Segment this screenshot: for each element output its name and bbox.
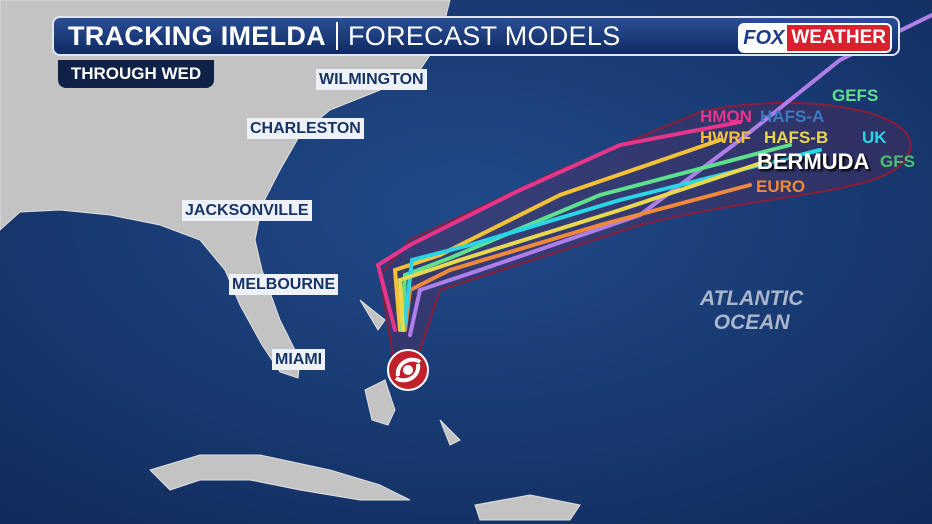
label-gefs: GEFS bbox=[832, 86, 879, 105]
ocean-label: ATLANTIC OCEAN bbox=[700, 287, 804, 334]
label-hafs-a: HAFS-A bbox=[760, 107, 825, 126]
label-uk: UK bbox=[862, 128, 887, 147]
label-bermuda: BERMUDA bbox=[757, 149, 870, 174]
subtitle: FORECAST MODELS bbox=[347, 20, 621, 51]
track-uk bbox=[402, 148, 822, 332]
title: TRACKING IMELDA bbox=[68, 20, 326, 51]
city-wilmington: WILMINGTON bbox=[316, 69, 427, 90]
label-hwrf: HWRF bbox=[700, 128, 751, 147]
label-hmon: HMON bbox=[700, 107, 752, 126]
city-jacksonville: JACKSONVILLE bbox=[182, 200, 312, 221]
city-melbourne: MELBOURNE bbox=[229, 274, 339, 295]
label-hafs-b: HAFS-B bbox=[764, 128, 829, 147]
track-hwrf bbox=[392, 138, 722, 332]
label-euro: EURO bbox=[756, 177, 806, 196]
track-gefs bbox=[400, 143, 792, 332]
model-tracks bbox=[375, 13, 932, 337]
hispaniola bbox=[474, 494, 581, 521]
storm-icon bbox=[387, 349, 429, 391]
city-miami: MIAMI bbox=[272, 349, 326, 370]
city-charleston: CHARLESTON bbox=[247, 118, 364, 139]
fox-weather-logo: FOX WEATHER bbox=[738, 23, 892, 53]
cone bbox=[378, 101, 912, 372]
divider bbox=[335, 22, 338, 50]
title-bar: TRACKING IMELDA FORECAST MODELS FOX WEAT… bbox=[52, 16, 900, 56]
cuba bbox=[149, 454, 411, 501]
timeframe-label: THROUGH WED bbox=[58, 60, 214, 88]
track-hmon bbox=[375, 120, 742, 332]
track-hafsb bbox=[397, 158, 772, 332]
label-gfs: GFS bbox=[880, 152, 915, 171]
